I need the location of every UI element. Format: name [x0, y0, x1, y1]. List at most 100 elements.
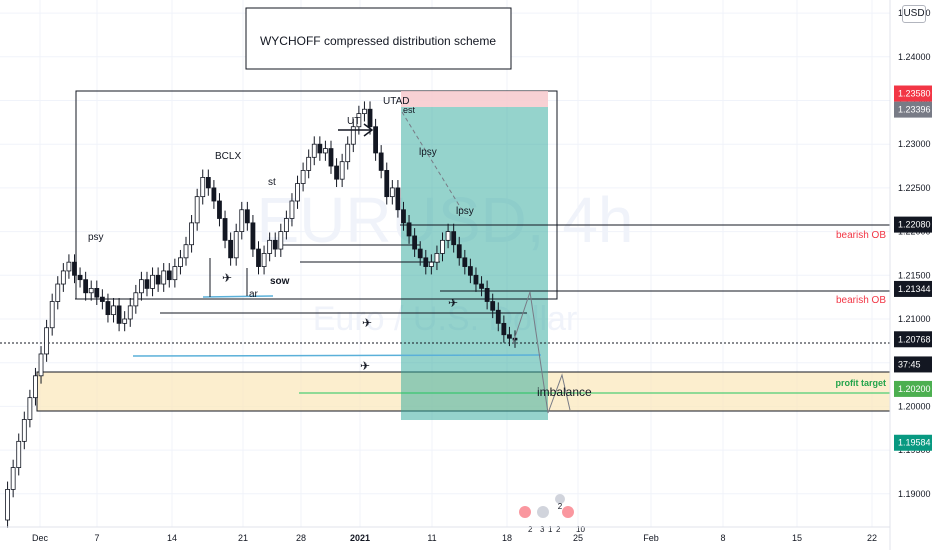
candle-body [256, 248, 261, 267]
candle-body [77, 274, 83, 281]
time-tick-label: 18 [502, 533, 512, 543]
candle-body [278, 231, 284, 250]
candle-body [172, 266, 178, 281]
candle-body [250, 222, 256, 250]
candle-body [116, 305, 122, 324]
candle-body [300, 170, 306, 184]
candle-body [27, 397, 33, 420]
price-tick-label: 1.23000 [898, 139, 931, 149]
airplane-icon: ✈ [360, 359, 370, 373]
time-tick-label: 21 [238, 533, 248, 543]
price-axis[interactable]: 1.245001.240001.235001.230001.225001.220… [898, 8, 931, 499]
candle-body [295, 183, 300, 202]
price-label-bg [894, 101, 932, 118]
label-sow: sow [270, 276, 290, 287]
candle-body [445, 231, 451, 241]
price-tick-label: 1.20000 [898, 401, 931, 411]
event-icon [519, 506, 531, 518]
candle-body [111, 305, 116, 316]
price-tick-label: 1.21500 [898, 270, 931, 280]
price-tick-label: 1.24000 [898, 52, 931, 62]
time-tick-label: 14 [167, 533, 177, 543]
label-bearish-ob-2: bearish OB [836, 295, 886, 306]
event-count: 3 [540, 525, 545, 534]
candle-body [306, 156, 312, 171]
levels [75, 224, 890, 314]
candle-body [378, 152, 384, 171]
candle-body [144, 279, 150, 289]
candle-body [501, 322, 507, 336]
candle-body [155, 274, 161, 285]
time-tick-label: Feb [643, 533, 659, 543]
time-axis[interactable]: Dec 7 14 21 28 2021 11 18 25 Feb 8 15 22 [32, 533, 877, 543]
candle-body [490, 301, 496, 311]
candle-body [127, 305, 133, 320]
candle-body [311, 143, 317, 158]
candle-body [122, 318, 128, 324]
blue-level-line[interactable] [132, 354, 542, 357]
candle-body [456, 244, 462, 259]
label-est: est [403, 105, 416, 115]
candle-body [205, 177, 211, 189]
price-label-bg [894, 280, 932, 297]
candle-body [55, 283, 61, 302]
price-tick-label: 1.19000 [898, 489, 931, 499]
label-st: st [268, 177, 276, 188]
candle-body [244, 209, 250, 224]
price-label-bg [894, 380, 932, 397]
candle-body [21, 419, 27, 442]
candle-body [166, 270, 172, 281]
candle-body [272, 239, 278, 250]
candle-body [217, 200, 222, 219]
events-icons[interactable]: 2 2 3 1 2 10 [519, 494, 585, 534]
airplane-icon: ✈ [222, 271, 232, 285]
candle-body [139, 279, 144, 294]
candle-body [362, 108, 367, 115]
price-label: 1.23580 [898, 89, 931, 99]
time-tick-label: 25 [573, 533, 583, 543]
candle-body [283, 218, 289, 233]
candle-body [507, 334, 512, 339]
projection-path [512, 291, 571, 414]
price-label: 1.19584 [898, 438, 931, 448]
candle-body [334, 165, 339, 180]
candle-body [44, 327, 50, 355]
label-imbalance: imbalance [537, 385, 592, 399]
candle-body [467, 266, 473, 276]
time-tick-label: 8 [720, 533, 725, 543]
label-bclx: BCLX [215, 151, 241, 162]
candle-body [339, 161, 345, 180]
price-label: 1.22080 [898, 220, 931, 230]
candle-body [83, 279, 89, 294]
candle-body [345, 143, 351, 163]
candle-body [261, 253, 267, 267]
candle-body [178, 257, 183, 267]
title-box[interactable] [245, 7, 512, 70]
price-label: 1.21344 [898, 284, 931, 294]
candle-body [88, 288, 94, 294]
candle-body [373, 126, 378, 154]
price-label-bg [894, 356, 932, 373]
candle-body [479, 283, 484, 289]
candle-body [133, 292, 139, 307]
candle-body [99, 296, 105, 302]
airplane-icons: ✈ ✈ ✈ ✈ [222, 271, 458, 373]
candle-body [267, 239, 273, 254]
candle-body [183, 244, 189, 259]
time-tick-label: Dec [32, 533, 49, 543]
label-lpsy-1: lpsy [419, 147, 437, 158]
ar-level-line[interactable] [202, 295, 274, 298]
candle-body [389, 187, 395, 198]
time-tick-label: 15 [792, 533, 802, 543]
price-label: 1.20200 [898, 384, 931, 394]
candle-body [406, 222, 412, 237]
candle-body [462, 257, 468, 267]
chart-title: WYCHOFF compressed distribution scheme [260, 34, 496, 48]
time-tick-label: 22 [867, 533, 877, 543]
candle-body [323, 148, 328, 154]
price-label: 1.23396 [898, 105, 931, 115]
candle-body [495, 309, 501, 324]
stop-zone[interactable] [401, 91, 548, 107]
currency-badge[interactable]: USD [902, 5, 926, 23]
